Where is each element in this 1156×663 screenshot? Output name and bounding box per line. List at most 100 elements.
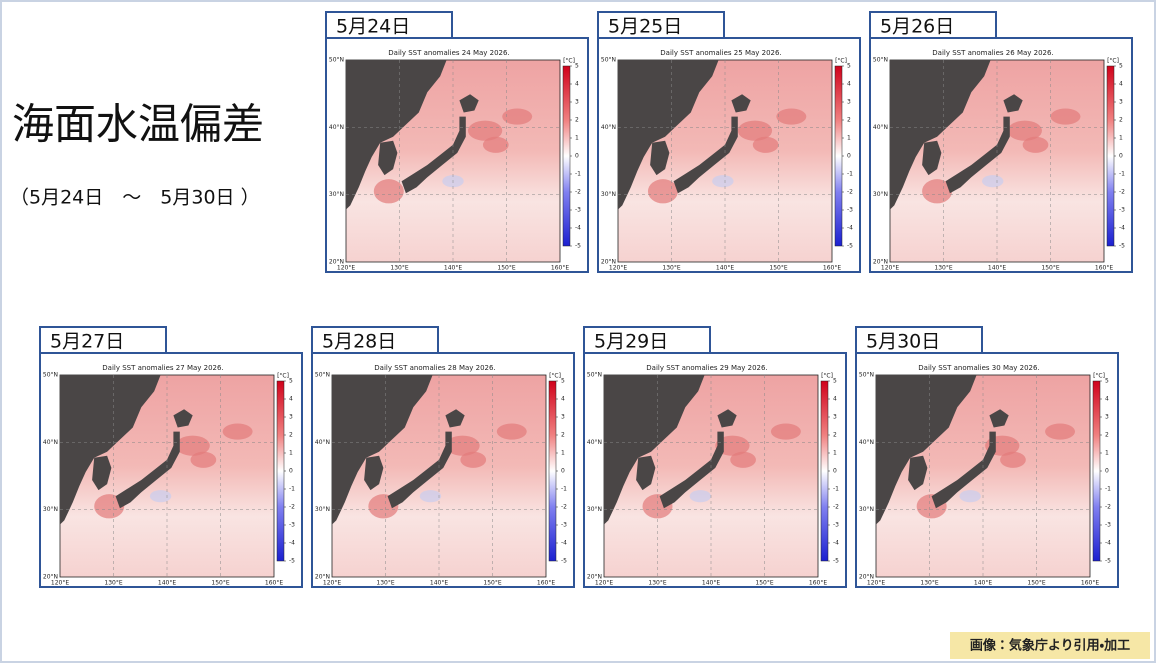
- lat-label: 50°N: [601, 57, 616, 64]
- colorbar-label: -2: [289, 504, 295, 511]
- lat-label: 20°N: [601, 259, 616, 266]
- land: [636, 455, 656, 491]
- anomaly-patch: [712, 175, 734, 188]
- colorbar-label: 4: [847, 81, 851, 88]
- anomaly-patch: [190, 451, 217, 468]
- colorbar-label: 5: [847, 63, 851, 70]
- colorbar-label: 4: [289, 396, 293, 403]
- lon-label: 120°E: [51, 580, 69, 587]
- anomaly-patch: [770, 423, 801, 440]
- colorbar-label: 3: [833, 414, 837, 421]
- colorbar-label: 0: [1105, 468, 1109, 475]
- lat-label: 40°N: [43, 439, 58, 446]
- colorbar-unit: [°C]: [1107, 58, 1119, 65]
- land: [922, 140, 942, 176]
- land: [387, 431, 452, 509]
- colorbar-label: -5: [847, 243, 853, 250]
- colorbar-label: -2: [575, 189, 581, 196]
- map-title: Daily SST anomalies 24 May 2026.: [388, 49, 509, 57]
- colorbar: [548, 380, 557, 562]
- lat-label: 20°N: [315, 574, 330, 581]
- colorbar-label: -5: [575, 243, 581, 250]
- lon-label: 160°E: [809, 580, 827, 587]
- map-title: Daily SST anomalies 28 May 2026.: [374, 364, 495, 372]
- panel-date: 5月28日: [322, 331, 396, 353]
- lon-label: 120°E: [323, 580, 341, 587]
- lon-label: 150°E: [769, 265, 787, 272]
- colorbar-label: 1: [1105, 450, 1109, 457]
- colorbar-label: 2: [1119, 117, 1123, 124]
- colorbar-label: -4: [847, 225, 853, 232]
- colorbar-label: 3: [847, 99, 851, 106]
- colorbar-label: -5: [833, 558, 839, 565]
- colorbar-label: -4: [561, 540, 567, 547]
- map-title: Daily SST anomalies 30 May 2026.: [918, 364, 1039, 372]
- land: [876, 375, 977, 525]
- map-panel: 5月29日 Daily SST anomalies 29 May 2026. 50°…: [583, 326, 847, 588]
- lat-label: 50°N: [859, 372, 874, 379]
- colorbar-label: 5: [1119, 63, 1123, 70]
- anomaly-patch: [730, 451, 756, 468]
- land: [717, 409, 737, 428]
- colorbar-label: -1: [847, 171, 853, 178]
- colorbar-label: 3: [289, 414, 293, 421]
- colorbar-label: 0: [833, 468, 837, 475]
- lon-label: 150°E: [1041, 265, 1059, 272]
- colorbar-label: 2: [561, 432, 565, 439]
- colorbar: [1092, 380, 1101, 562]
- anomaly-patch: [647, 179, 678, 204]
- colorbar-label: 2: [1105, 432, 1109, 439]
- date-tab: [325, 11, 453, 41]
- lon-label: 140°E: [430, 580, 448, 587]
- lat-label: 20°N: [859, 574, 874, 581]
- colorbar-label: 3: [1119, 99, 1123, 106]
- colorbar-label: -3: [289, 522, 295, 529]
- anomaly-patch: [959, 490, 981, 503]
- colorbar: [1106, 65, 1115, 247]
- colorbar-label: -2: [833, 504, 839, 511]
- credit: 画像：気象庁より引用・加工: [970, 638, 1130, 654]
- colorbar-label: 4: [561, 396, 565, 403]
- panel-date: 5月26日: [880, 16, 954, 38]
- land: [659, 431, 724, 509]
- colorbar-label: -3: [847, 207, 853, 214]
- colorbar-label: 5: [833, 378, 837, 385]
- colorbar-label: -1: [575, 171, 581, 178]
- map-panel: 5月26日 Daily SST anomalies 26 May 2026. 50°…: [869, 11, 1133, 273]
- colorbar-label: 5: [1105, 378, 1109, 385]
- colorbar-label: 2: [847, 117, 851, 124]
- land: [931, 431, 996, 509]
- colorbar-label: 1: [289, 450, 293, 457]
- colorbar: [820, 380, 829, 562]
- colorbar-label: -1: [1119, 171, 1125, 178]
- panels: 5月24日 Daily SST anomalies 24 May 2026. 50°…: [39, 11, 1133, 588]
- anomaly-patch: [752, 136, 779, 153]
- colorbar: [276, 380, 285, 562]
- land: [908, 455, 928, 491]
- panel-date: 5月29日: [594, 331, 668, 353]
- colorbar-label: 1: [561, 450, 565, 457]
- lon-label: 160°E: [265, 580, 283, 587]
- lon-label: 130°E: [104, 580, 122, 587]
- credit-box: [950, 632, 1150, 659]
- date-tab: [855, 326, 983, 356]
- colorbar-label: -4: [833, 540, 839, 547]
- lat-label: 30°N: [601, 191, 616, 198]
- land: [604, 375, 705, 525]
- lon-label: 130°E: [662, 265, 680, 272]
- colorbar-label: -5: [561, 558, 567, 565]
- colorbar-label: -3: [1119, 207, 1125, 214]
- map-panel: 5月25日 Daily SST anomalies 25 May 2026. 50°…: [597, 11, 861, 273]
- anomaly-patch: [1007, 120, 1042, 141]
- colorbar-label: -1: [833, 486, 839, 493]
- colorbar-label: 1: [1119, 135, 1123, 142]
- colorbar-label: -2: [847, 189, 853, 196]
- lon-label: 160°E: [1081, 580, 1099, 587]
- land: [945, 116, 1010, 194]
- lat-label: 40°N: [859, 439, 874, 446]
- lon-label: 140°E: [702, 580, 720, 587]
- lat-label: 50°N: [873, 57, 888, 64]
- colorbar-label: 4: [1119, 81, 1123, 88]
- colorbar-label: 3: [561, 414, 565, 421]
